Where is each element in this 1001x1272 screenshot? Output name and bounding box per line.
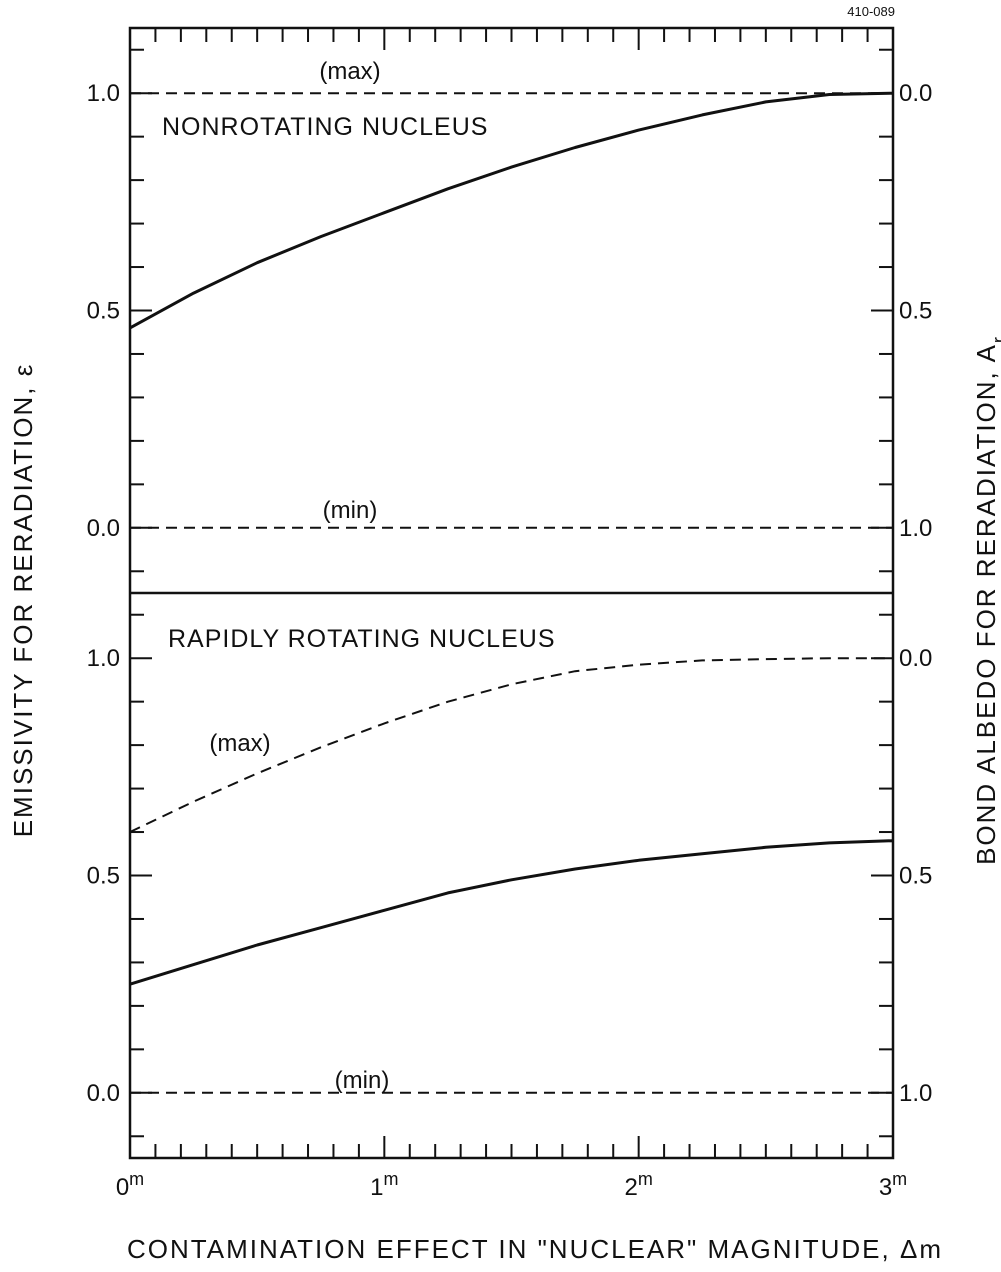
panel-2: 0.0 1.0 0.5 0.5 1.0 0.0 RAPIDLY ROTATING NUCLE… (87, 613, 932, 1138)
annotation-max: (max) (209, 730, 270, 757)
annotation-max: (max) (319, 58, 380, 85)
panel-title: NONROTATING NUCLEUS (162, 113, 488, 141)
x-axis-title: CONTAMINATION EFFECT IN "NUCLEAR" MAGNIT… (127, 1234, 943, 1264)
x-tick-label-superscript: m (892, 1169, 907, 1189)
x-tick-label: 0m (116, 1169, 144, 1201)
series-line-curve (129, 839, 894, 986)
x-tick-label: 1m (370, 1169, 398, 1201)
x-tick-label-value: 1 (370, 1174, 383, 1201)
panel-1: 0.0 1.0 0.5 0.5 1.0 0.0 NONROTATING NUCLEUS (ma… (87, 48, 932, 573)
x-tick-label-value: 2 (624, 1174, 637, 1201)
y-tick-label-left: 1.0 (87, 645, 120, 672)
y-axis-title-right-subscript: r (989, 335, 1001, 343)
panel-title: RAPIDLY ROTATING NUCLEUS (168, 625, 556, 653)
x-tick-label-superscript: m (638, 1169, 653, 1189)
y-axis-title-left: EMISSIVITY FOR RERADIATION, ε (8, 363, 38, 838)
series-line-curve (129, 91, 894, 330)
annotation-min: (min) (323, 497, 378, 524)
y-tick-label-right: 0.0 (899, 645, 932, 672)
x-tick-label-superscript: m (129, 1169, 144, 1189)
y-tick-label-right: 1.0 (899, 515, 932, 542)
y-axis-title-right-text: BOND ALBEDO FOR RERADIATION, A (971, 343, 1001, 865)
x-tick-label: 2m (624, 1169, 652, 1201)
y-tick-label-left: 0.5 (87, 863, 120, 890)
y-tick-label-left: 0.5 (87, 298, 120, 325)
y-tick-label-left: 0.0 (87, 515, 120, 542)
x-tick-label-value: 0 (116, 1174, 129, 1201)
y-tick-label-right: 0.0 (899, 80, 932, 107)
figure-id: 410-089 (847, 4, 895, 19)
y-tick-label-right: 0.5 (899, 863, 932, 890)
y-tick-label-right: 1.0 (899, 1080, 932, 1107)
y-tick-label-right: 0.5 (899, 298, 932, 325)
y-tick-label-left: 1.0 (87, 80, 120, 107)
x-tick-label-value: 3 (879, 1174, 892, 1201)
x-tick-label-superscript: m (384, 1169, 399, 1189)
x-tick-label: 3m (879, 1169, 907, 1201)
y-tick-label-left: 0.0 (87, 1080, 120, 1107)
y-axis-title-right: BOND ALBEDO FOR RERADIATION, Ar (971, 335, 1001, 865)
annotation-min: (min) (335, 1067, 390, 1094)
